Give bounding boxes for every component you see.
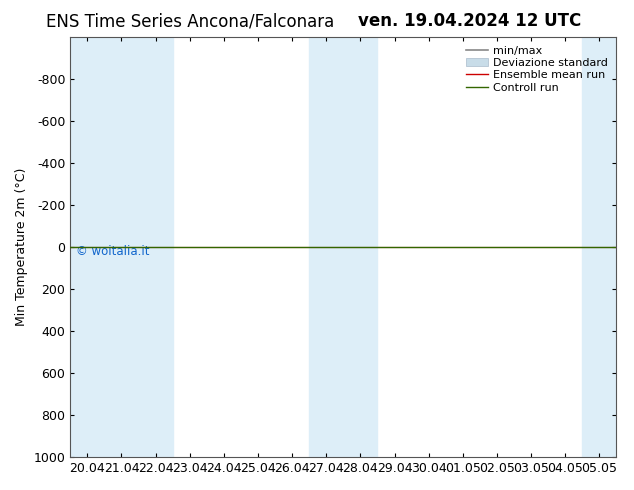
Text: ENS Time Series Ancona/Falconara: ENS Time Series Ancona/Falconara [46,12,334,30]
Bar [309,37,377,457]
Y-axis label: Min Temperature 2m (°C): Min Temperature 2m (°C) [15,168,28,326]
Legend: min/max, Deviazione standard, Ensemble mean run, Controll run: min/max, Deviazione standard, Ensemble m… [463,43,611,96]
Text: © woitalia.it: © woitalia.it [75,245,149,258]
Bar [70,37,172,457]
Text: ven. 19.04.2024 12 UTC: ven. 19.04.2024 12 UTC [358,12,581,30]
Bar [582,37,616,457]
